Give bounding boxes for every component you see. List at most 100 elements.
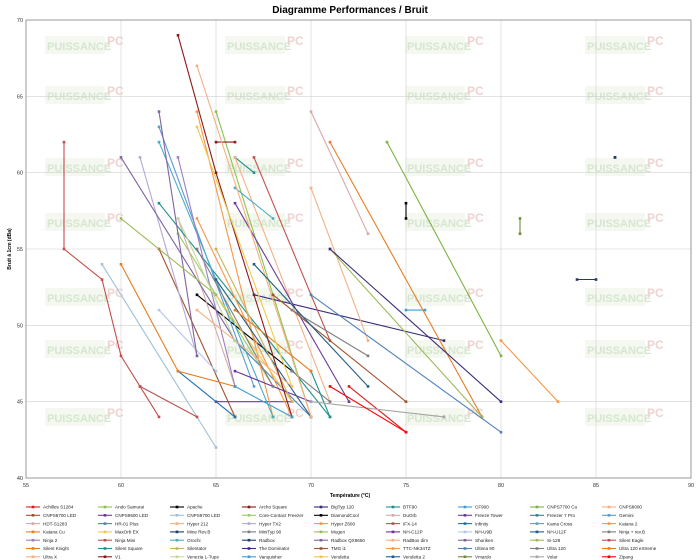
- data-point: [499, 339, 503, 342]
- series-line: [196, 126, 293, 387]
- watermark-accent: PC: [647, 338, 664, 352]
- data-point: [271, 293, 275, 297]
- series-layer: [62, 33, 617, 449]
- series-44: [62, 140, 161, 419]
- data-point: [404, 400, 408, 403]
- watermark-brand: PUISSANCE: [47, 413, 111, 425]
- legend-marker: [607, 514, 611, 517]
- legend-label: TMG i1: [331, 546, 347, 551]
- watermark-brand: PUISSANCE: [47, 91, 111, 103]
- legend-item: Orochi: [170, 538, 201, 543]
- legend-item: The Dominator: [242, 546, 290, 551]
- data-point: [195, 354, 199, 358]
- data-point: [119, 354, 123, 358]
- legend-marker: [391, 555, 395, 559]
- data-point: [290, 415, 294, 419]
- legend-label: CNPS9700 LED: [187, 513, 221, 518]
- legend-marker: [175, 514, 179, 517]
- legend-item: Hyper TX2: [242, 521, 281, 526]
- legend-label: Ninja Mini: [115, 538, 135, 543]
- legend-label: Vendetta 2: [403, 555, 425, 560]
- legend-marker: [463, 547, 467, 550]
- data-point: [233, 201, 237, 205]
- data-point: [157, 125, 161, 129]
- legend-label: CNPS9500 LED: [115, 513, 149, 518]
- legend-label: TTC-NK34TZ: [403, 546, 431, 551]
- series-53: [233, 308, 313, 373]
- legend-marker: [463, 555, 467, 559]
- legend-label: Ultra 120 eXtreme: [619, 546, 657, 551]
- legend-marker: [103, 547, 107, 550]
- data-point: [62, 140, 66, 144]
- legend-item: NH-U12F: [530, 530, 567, 535]
- data-point: [499, 354, 503, 358]
- watermark-brand: PUISSANCE: [47, 163, 111, 175]
- legend-item: IFX-14: [386, 521, 417, 526]
- series-line: [158, 309, 217, 372]
- data-point: [309, 186, 313, 190]
- legend-marker: [247, 547, 251, 550]
- legend-label: Vanquisher: [259, 555, 282, 560]
- watermark-brand: PUISSANCE: [47, 41, 111, 53]
- x-axis-label: Température (°C): [330, 493, 371, 499]
- axes-layer: 55 60 65 70 75 80 85 90 40 45 50 55 60 65 70: [17, 18, 694, 489]
- data-point: [442, 339, 446, 342]
- data-point: [385, 140, 389, 144]
- legend-label: Ninja 2: [43, 538, 58, 543]
- series-line: [215, 294, 293, 403]
- legend-item: TTC-NK34TZ: [386, 546, 431, 551]
- watermark-accent: PC: [647, 156, 664, 170]
- legend-marker: [607, 555, 611, 559]
- series-42: [157, 110, 199, 358]
- series-56: [176, 217, 237, 342]
- watermark-brand: PUISSANCE: [587, 163, 651, 175]
- data-point: [290, 369, 294, 373]
- watermark-brand: PUISSANCE: [407, 218, 471, 230]
- watermark-accent: PC: [647, 34, 664, 48]
- data-point: [366, 232, 370, 236]
- data-point: [480, 415, 484, 419]
- series-line: [177, 218, 236, 341]
- legend-label: Freeze Tower: [475, 513, 503, 518]
- data-point: [442, 415, 446, 419]
- legend-item: CNPS7700 Cu: [530, 505, 578, 510]
- watermark-accent: PC: [647, 286, 664, 300]
- watermark-brand: PUISSANCE: [47, 293, 111, 305]
- legend-item: Vanquisher: [242, 555, 282, 560]
- data-point: [613, 156, 617, 159]
- watermark-brand: PUISSANCE: [407, 413, 471, 425]
- legend-marker: [31, 522, 35, 525]
- series-line: [177, 370, 236, 418]
- legend-marker: [103, 522, 107, 525]
- series-line: [234, 156, 255, 174]
- watermark-brand: PUISSANCE: [227, 91, 291, 103]
- series-line: [500, 340, 559, 403]
- y-tick-label: 55: [17, 247, 23, 253]
- series-line: [139, 385, 198, 418]
- x-tick-label: 80: [498, 483, 504, 489]
- legend-label: DuOrb: [403, 513, 417, 518]
- watermark-accent: PC: [647, 84, 664, 98]
- data-point: [157, 308, 161, 312]
- legend-label: Infinity: [475, 521, 489, 526]
- data-point: [366, 339, 370, 342]
- data-point: [499, 400, 503, 403]
- legend-item: Zipang: [602, 555, 633, 560]
- y-tick-label: 50: [17, 323, 23, 329]
- series-line: [329, 248, 502, 403]
- legend-marker: [247, 522, 251, 525]
- legend-label: The Dominator: [259, 546, 290, 551]
- legend-label: Zipang: [619, 555, 633, 560]
- legend-item: MaxOrb EX: [98, 530, 139, 535]
- legend-item: Infinity: [458, 521, 489, 526]
- watermark-accent: PC: [287, 34, 304, 48]
- legend-item: CF900: [458, 505, 489, 510]
- legend-marker: [463, 505, 467, 509]
- data-point: [157, 140, 161, 144]
- legend-label: Volar: [547, 555, 558, 560]
- legend-item: BigTyp 120: [314, 505, 354, 510]
